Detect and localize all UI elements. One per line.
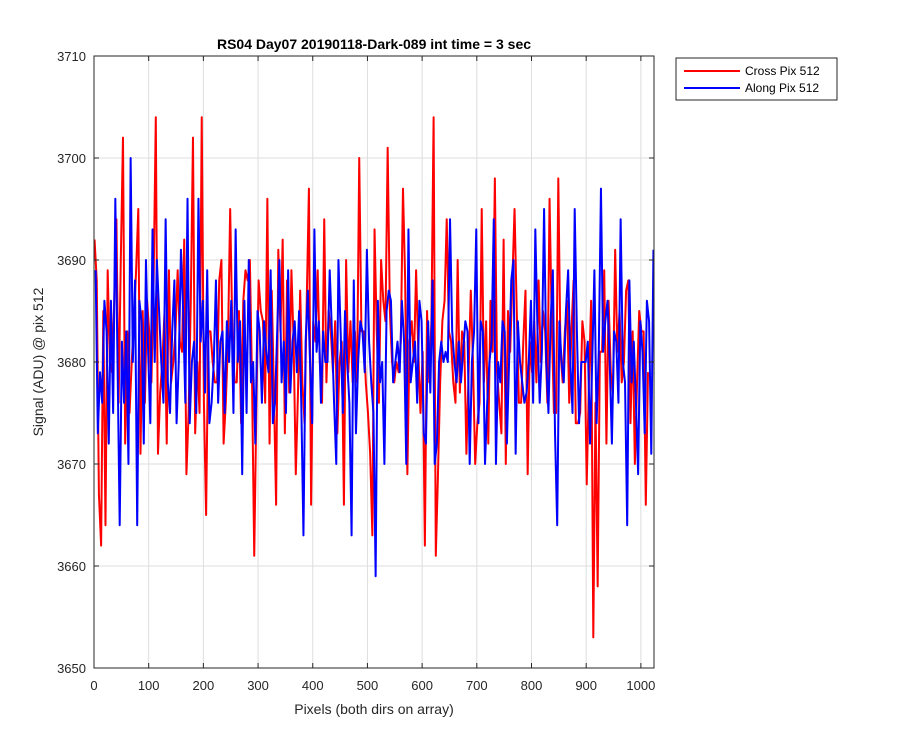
x-tick-label: 800 — [521, 678, 543, 693]
x-tick-label: 700 — [466, 678, 488, 693]
axis-ticks: 0 100 200 300 400 500 600 700 800 900 1000 3650 3660… — [57, 49, 655, 693]
series-layer — [94, 116, 654, 639]
x-tick-label: 500 — [357, 678, 379, 693]
y-tick-label: 3650 — [57, 661, 86, 676]
legend-box — [675, 57, 838, 101]
x-tick-label: 400 — [302, 678, 324, 693]
x-axis-label: Pixels (both dirs on array) — [294, 701, 454, 717]
x-tick-label: 600 — [411, 678, 433, 693]
y-tick-label: 3710 — [57, 49, 86, 64]
y-axis-label: Signal (ADU) @ pix 512 — [30, 287, 46, 436]
y-tick-label: 3690 — [57, 253, 86, 268]
x-tick-label: 1000 — [626, 678, 655, 693]
y-tick-label: 3680 — [57, 355, 86, 370]
x-tick-label: 200 — [193, 678, 215, 693]
y-tick-label: 3660 — [57, 559, 86, 574]
x-tick-label: 300 — [247, 678, 269, 693]
legend: Cross Pix 512 Along Pix 512 — [675, 57, 838, 101]
legend-label-along: Along Pix 512 — [745, 81, 819, 95]
series-line-along — [94, 157, 654, 578]
y-tick-label: 3700 — [57, 151, 86, 166]
chart-title: RS04 Day07 20190118-Dark-089 int time = … — [217, 36, 531, 52]
legend-label-cross: Cross Pix 512 — [745, 64, 820, 78]
x-tick-label: 0 — [90, 678, 97, 693]
y-tick-label: 3670 — [57, 457, 86, 472]
x-tick-label: 900 — [575, 678, 597, 693]
x-tick-label: 100 — [138, 678, 160, 693]
